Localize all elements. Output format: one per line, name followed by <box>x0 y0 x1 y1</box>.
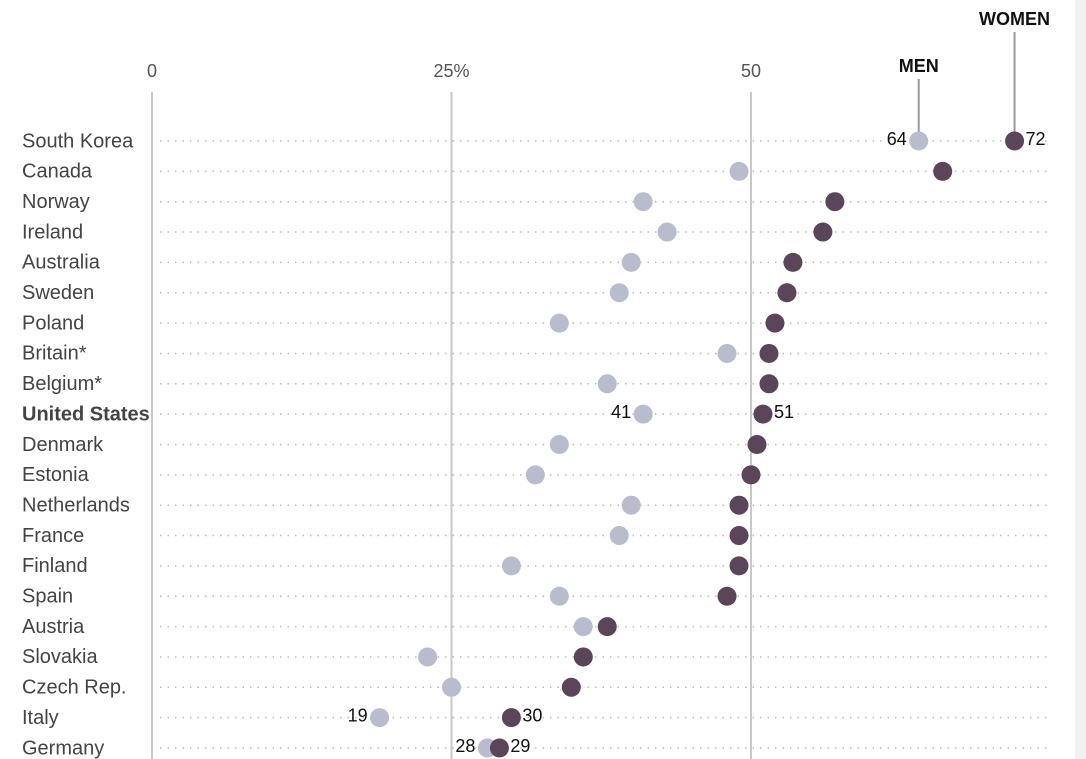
dot <box>489 738 509 758</box>
category-label: Sweden <box>22 282 94 304</box>
dot <box>747 435 767 454</box>
dot <box>753 404 773 424</box>
dot <box>729 161 749 181</box>
category-label: South Korea <box>22 130 134 152</box>
value-label: 19 <box>348 705 368 725</box>
dot <box>525 465 545 485</box>
dot <box>549 435 569 454</box>
series-label: WOMEN <box>979 9 1050 29</box>
dot <box>729 556 749 576</box>
category-label: Slovakia <box>22 646 98 668</box>
dot <box>729 495 749 515</box>
category-label: Italy <box>22 707 59 729</box>
series-label: MEN <box>899 56 939 76</box>
category-label: Australia <box>22 252 101 274</box>
dot <box>909 131 929 151</box>
dot <box>442 677 461 697</box>
dot <box>561 677 581 697</box>
dot <box>418 647 438 667</box>
value-label: 64 <box>887 129 907 149</box>
dot <box>370 708 390 728</box>
dot <box>741 465 761 485</box>
dot <box>777 283 797 303</box>
dot <box>609 283 629 303</box>
dot <box>597 374 617 394</box>
category-label: Britain* <box>22 343 87 365</box>
value-label: 51 <box>774 402 794 422</box>
dot <box>933 161 953 181</box>
scrollbar <box>1075 0 1086 759</box>
dot <box>549 586 569 606</box>
dot <box>657 222 677 242</box>
x-tick-label: 0 <box>147 61 157 81</box>
dot <box>549 313 569 333</box>
dot <box>633 192 653 212</box>
dot <box>813 222 833 242</box>
dot <box>717 586 737 606</box>
category-label: France <box>22 525 84 547</box>
value-label: 72 <box>1026 129 1046 149</box>
value-label: 28 <box>455 736 475 756</box>
category-label: Czech Rep. <box>22 677 127 699</box>
category-label: Norway <box>22 191 90 213</box>
dot <box>501 708 521 728</box>
dot <box>621 495 641 515</box>
dot <box>597 617 617 637</box>
category-label: Ireland <box>22 221 83 243</box>
category-label: United States <box>22 403 150 425</box>
category-label: Belgium* <box>22 373 102 395</box>
category-label: Poland <box>22 312 84 334</box>
dot <box>1005 131 1025 151</box>
dot <box>501 556 521 576</box>
dot <box>825 192 845 212</box>
category-label: Netherlands <box>22 494 130 516</box>
value-label: 30 <box>522 705 542 725</box>
dot <box>609 526 629 546</box>
dot <box>633 404 653 424</box>
x-tick-label: 50 <box>741 61 761 81</box>
dot <box>759 343 779 363</box>
dot <box>765 313 785 333</box>
dot <box>717 343 737 363</box>
value-label: 29 <box>510 736 530 756</box>
category-label: Estonia <box>22 464 90 486</box>
category-label: Austria <box>22 616 85 638</box>
dot <box>573 647 593 667</box>
category-label: Spain <box>22 586 73 608</box>
dot <box>783 252 803 272</box>
category-label: Finland <box>22 555 88 577</box>
value-label: 41 <box>611 402 631 422</box>
category-label: Germany <box>22 737 104 759</box>
dot <box>573 617 593 637</box>
x-tick-label: 25% <box>433 61 469 81</box>
dot <box>759 374 779 394</box>
category-label: Denmark <box>22 434 104 456</box>
dot <box>729 526 749 546</box>
dot <box>621 252 641 272</box>
category-label: Canada <box>22 161 93 183</box>
